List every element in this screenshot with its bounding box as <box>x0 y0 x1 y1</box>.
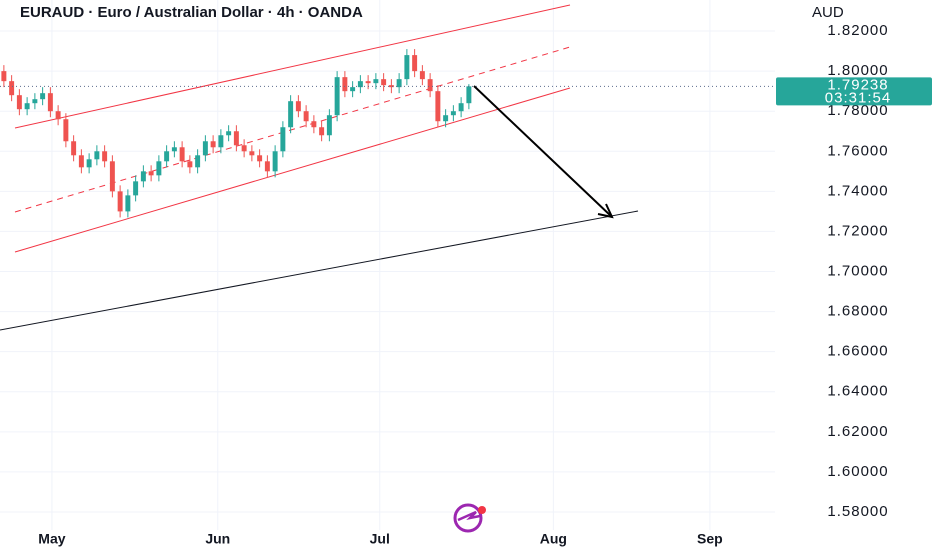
candle-body <box>24 103 30 110</box>
candle-body <box>86 159 92 168</box>
candle-body <box>133 181 139 196</box>
candle-body <box>326 115 332 136</box>
y-tick-label: 1.72000 <box>827 222 888 239</box>
y-tick-label: 1.80000 <box>827 62 888 79</box>
candle-body <box>156 161 162 176</box>
candle-body <box>71 141 77 156</box>
candle-body <box>443 115 449 122</box>
y-tick-label: 1.82000 <box>827 22 888 39</box>
candle-body <box>396 79 402 88</box>
candle-body <box>1 71 7 82</box>
candle-body <box>319 127 325 136</box>
candle-body <box>427 79 433 92</box>
x-tick-label: Sep <box>697 531 723 547</box>
candle-body <box>295 101 301 112</box>
candle-body <box>357 81 363 88</box>
y-tick-label: 1.64000 <box>827 383 888 400</box>
y-tick-label: 1.70000 <box>827 262 888 279</box>
candle-body <box>16 95 22 110</box>
candle-body <box>249 151 255 156</box>
candle-body <box>450 111 456 116</box>
candle-body <box>40 93 46 100</box>
chart-title: EURAUD · Euro / Australian Dollar · 4h ·… <box>20 4 363 21</box>
x-tick-label: Jun <box>205 531 230 547</box>
candle-body <box>280 127 286 152</box>
candle-body <box>272 151 278 172</box>
candle-body <box>47 93 53 112</box>
candle-body <box>233 131 239 146</box>
candle-body <box>381 79 387 86</box>
channel-mid <box>14 46 571 213</box>
candle-body <box>404 55 410 80</box>
candle-body <box>288 101 294 128</box>
candle-body <box>164 151 170 162</box>
candles <box>1 49 472 218</box>
candle-body <box>32 99 38 104</box>
y-tick-label: 1.68000 <box>827 303 888 320</box>
candle-body <box>241 145 247 152</box>
x-tick-label: May <box>38 531 65 547</box>
y-tick-label: 1.66000 <box>827 343 888 360</box>
countdown: 03:31:54 <box>825 89 891 106</box>
candle-body <box>458 103 464 112</box>
grid <box>0 0 775 530</box>
candle-body <box>63 119 69 142</box>
y-tick-label: 1.78000 <box>827 102 888 119</box>
y-tick-label: 1.60000 <box>827 463 888 480</box>
x-tick-label: Jul <box>370 531 390 547</box>
y-tick-label: 1.76000 <box>827 142 888 159</box>
candle-body <box>94 151 100 160</box>
candle-body <box>179 147 185 162</box>
y-tick-label: 1.62000 <box>827 423 888 440</box>
x-tick-label: Aug <box>540 531 567 547</box>
logo <box>453 503 486 533</box>
last-price: 1.79238 <box>827 76 888 93</box>
candle-body <box>78 155 84 168</box>
candle-body <box>171 147 177 152</box>
candle-body <box>9 81 15 96</box>
candle-body <box>140 171 146 182</box>
trend-line <box>0 210 639 331</box>
candle-body <box>365 81 371 84</box>
candle-body <box>226 131 232 136</box>
channel-upper <box>14 4 571 129</box>
candle-body <box>117 191 123 212</box>
candle-body <box>102 151 108 162</box>
candle-body <box>373 79 379 84</box>
last-price-box <box>776 77 932 106</box>
candle-body <box>125 195 131 212</box>
currency: AUD <box>812 4 844 21</box>
candle-body <box>435 91 441 122</box>
candle-body <box>342 77 348 92</box>
candle-body <box>218 135 224 148</box>
candle-body <box>412 55 418 72</box>
candle-body <box>311 121 317 128</box>
candle-body <box>195 155 201 168</box>
channel-lower <box>14 87 571 253</box>
candle-body <box>55 111 61 120</box>
y-tick-label: 1.74000 <box>827 182 888 199</box>
candle-body <box>257 155 263 162</box>
arrow-head <box>597 203 614 219</box>
candle-body <box>109 161 115 192</box>
candle-body <box>148 171 154 176</box>
candle-body <box>466 86 472 104</box>
candle-body <box>187 161 193 168</box>
candle-body <box>210 141 216 148</box>
candle-body <box>303 111 309 122</box>
candle-body <box>264 161 270 172</box>
candle-body <box>334 77 340 116</box>
y-tick-label: 1.58000 <box>827 503 888 520</box>
candle-body <box>350 87 356 92</box>
candle-body <box>419 71 425 80</box>
candle-body <box>388 85 394 88</box>
arrow <box>473 85 613 218</box>
candle-body <box>202 141 208 156</box>
